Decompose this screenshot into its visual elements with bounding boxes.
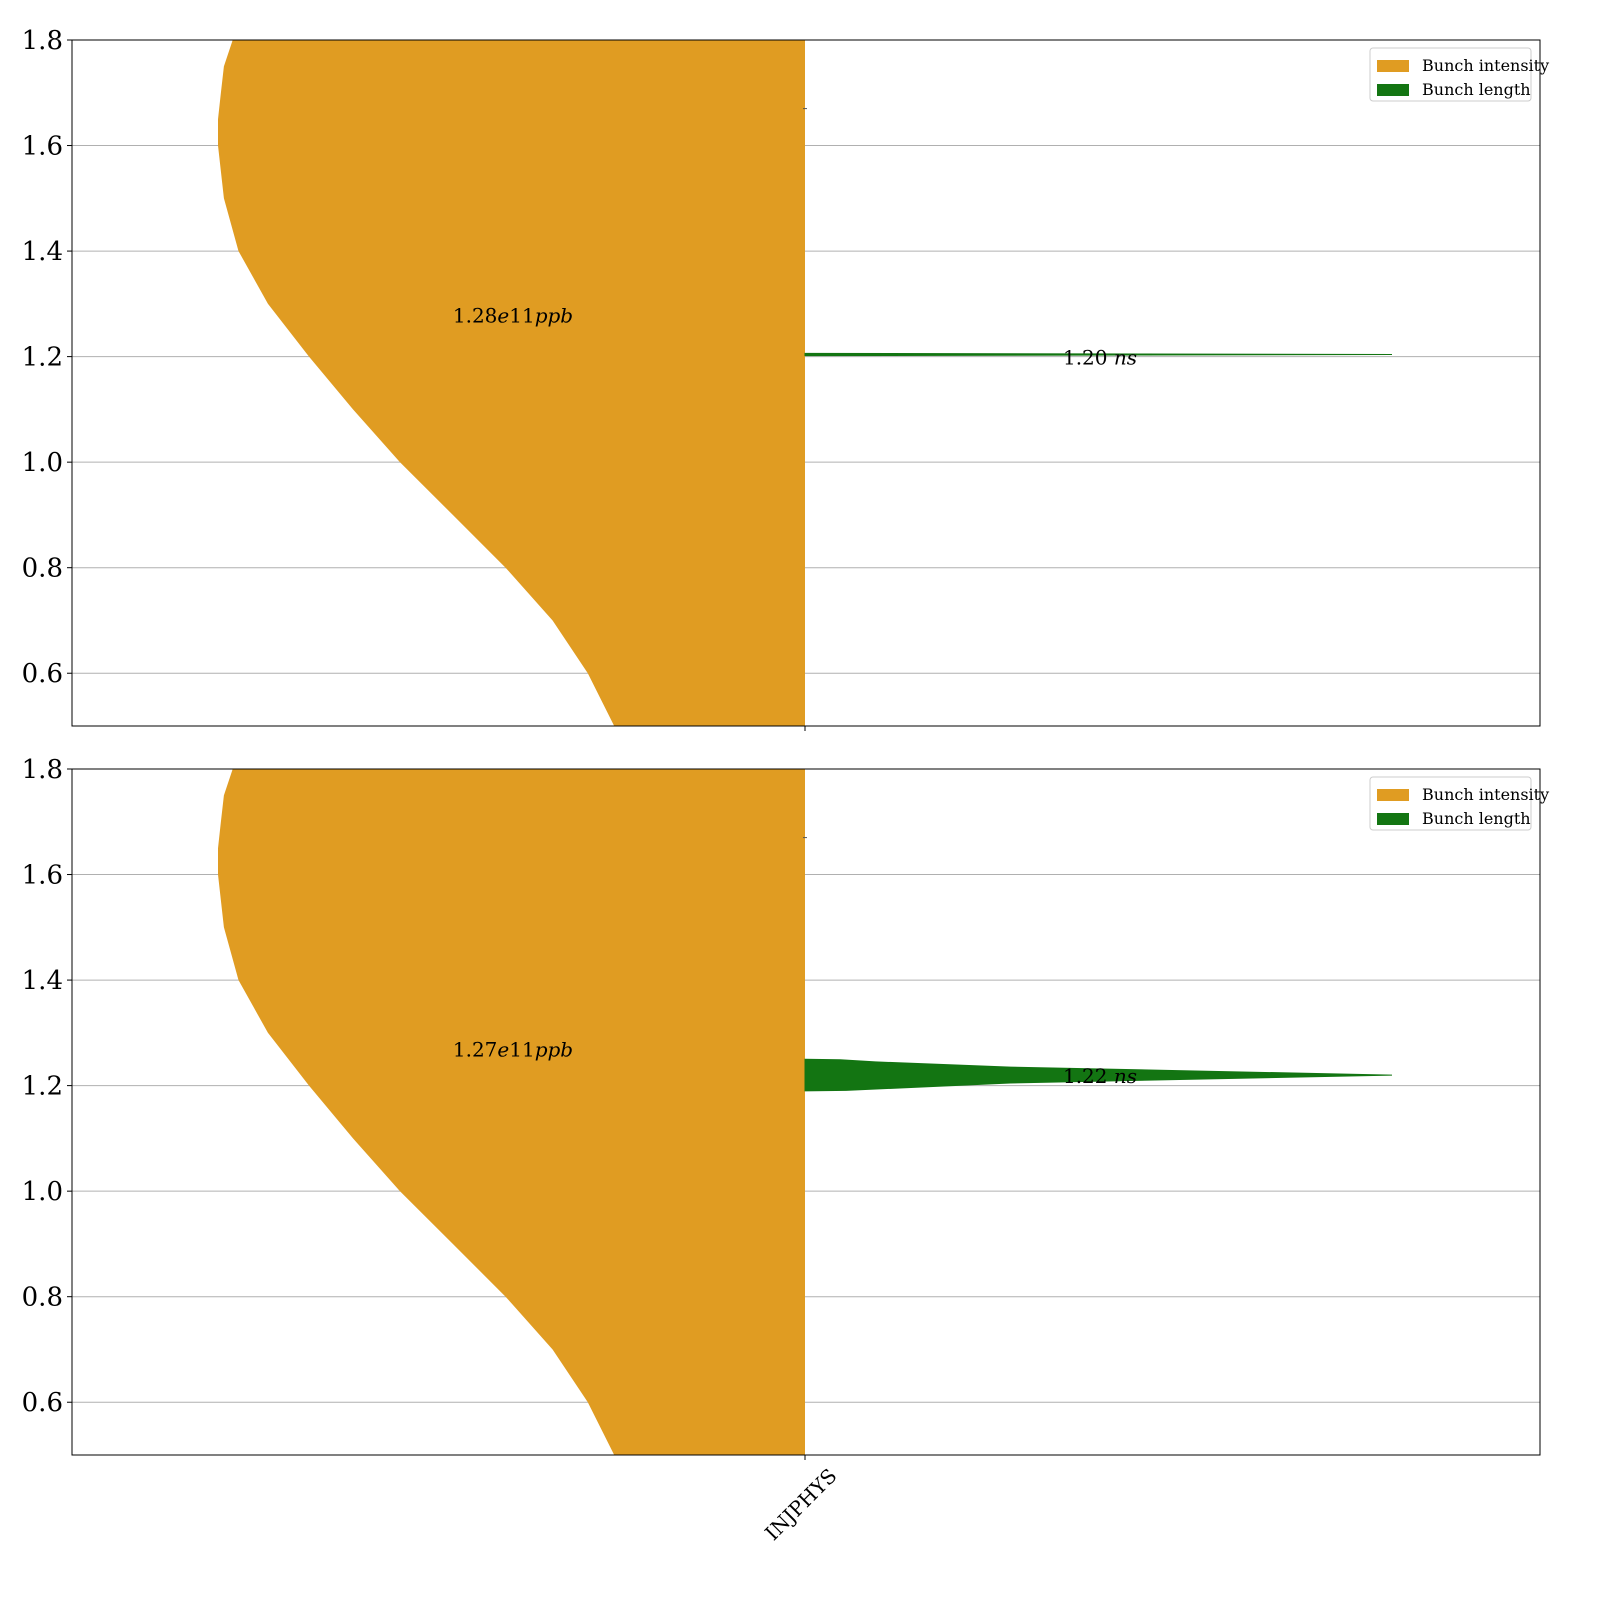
annotation-bunch-intensity: 1.27e11ppb <box>453 1038 573 1062</box>
legend-swatch-bunch-intensity <box>1377 789 1409 801</box>
violin-bunch-length <box>804 352 1393 357</box>
legend: Bunch intensity Bunch length <box>1369 47 1549 102</box>
legend-swatch-bunch-length <box>1377 84 1409 96</box>
panel-1: 1.28e11ppb 1.20 ns 0.6 0.8 1.0 1.2 1.4 1.6 1.8 Bu… <box>22 26 1549 731</box>
ytick-label: 1.2 <box>22 1072 63 1102</box>
legend: Bunch intensity Bunch length <box>1369 776 1549 831</box>
annotation-bunch-intensity: 1.28e11ppb <box>453 303 573 327</box>
legend-label-bunch-length: Bunch length <box>1422 80 1531 99</box>
violins <box>218 769 1393 1455</box>
ytick-label: 1.8 <box>22 26 63 56</box>
plot-frame <box>71 39 1541 727</box>
panel-2: 1.27e11ppb 1.22 ns 0.6 0.8 1.0 1.2 1.4 1.6 1.8 IN… <box>22 755 1550 1545</box>
legend-swatch-bunch-intensity <box>1377 60 1409 72</box>
ytick-label: 0.6 <box>22 659 63 689</box>
ytick-label: 0.8 <box>22 1283 63 1313</box>
ytick-label: 0.6 <box>22 1388 63 1418</box>
violin-bunch-length <box>804 1058 1393 1092</box>
legend-label-bunch-intensity: Bunch intensity <box>1422 785 1549 804</box>
legend-label-bunch-intensity: Bunch intensity <box>1422 56 1549 75</box>
violin-bunch-intensity <box>218 40 805 726</box>
plot-frame <box>71 768 1541 1456</box>
ytick-label: 1.0 <box>22 448 63 478</box>
ytick-label: 0.8 <box>22 554 63 584</box>
legend-swatch-bunch-length <box>1377 813 1409 825</box>
annotation-bunch-length: 1.20 ns <box>1063 346 1137 370</box>
ytick-label: 1.4 <box>22 966 63 996</box>
ytick-label: 1.0 <box>22 1177 63 1207</box>
ytick-label: 1.6 <box>22 132 63 162</box>
xtick-label-injphys: INJPHYS <box>760 1464 841 1545</box>
ytick-label: 1.8 <box>22 755 63 785</box>
legend-box <box>1369 776 1532 831</box>
ytick-label: 1.2 <box>22 343 63 373</box>
violins <box>218 40 1393 726</box>
legend-label-bunch-length: Bunch length <box>1422 809 1531 828</box>
annotation-bunch-length: 1.22 ns <box>1063 1064 1137 1088</box>
ytick-label: 1.6 <box>22 861 63 891</box>
legend-box <box>1369 47 1532 102</box>
violin-bunch-intensity <box>218 769 805 1455</box>
ytick-label: 1.4 <box>22 237 63 267</box>
